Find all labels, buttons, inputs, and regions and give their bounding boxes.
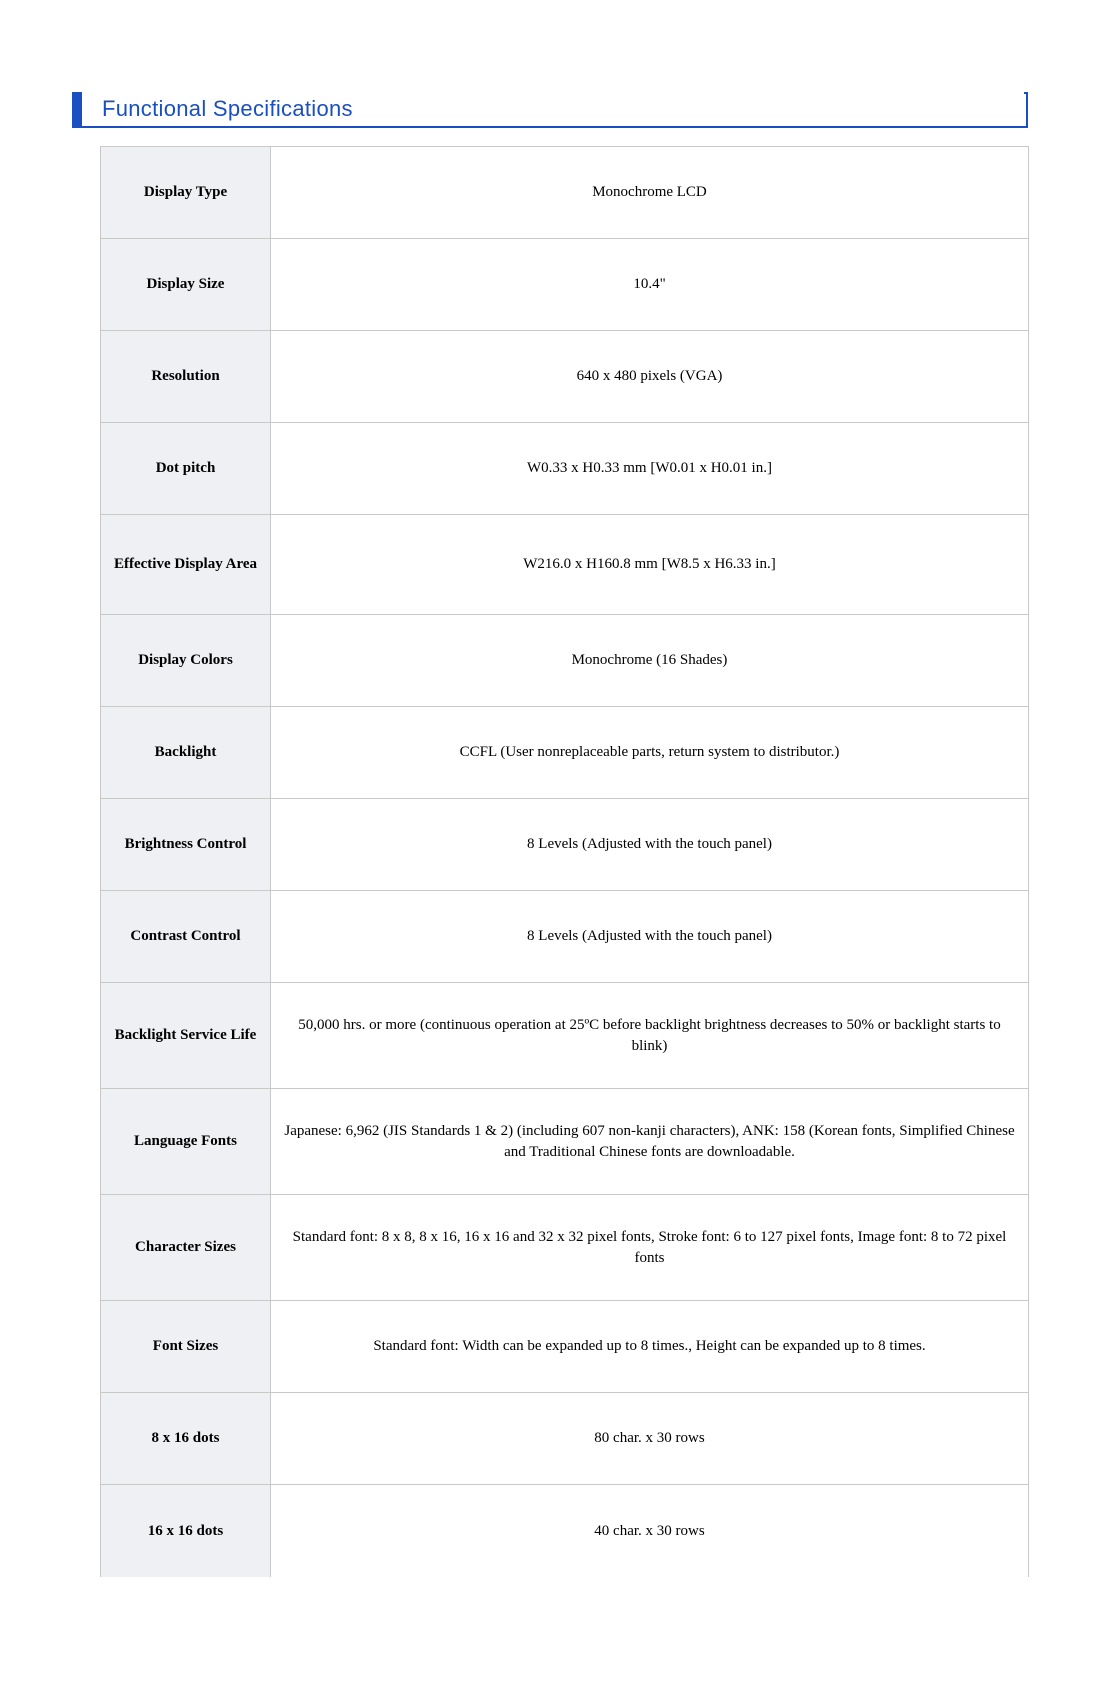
spec-value: Monochrome (16 Shades)	[271, 615, 1029, 707]
table-row: Display Type Monochrome LCD	[101, 147, 1029, 239]
spec-value: W0.33 x H0.33 mm [W0.01 x H0.01 in.]	[271, 423, 1029, 515]
spec-value: 8 Levels (Adjusted with the touch panel)	[271, 799, 1029, 891]
spec-value: Japanese: 6,962 (JIS Standards 1 & 2) (i…	[271, 1089, 1029, 1195]
heading-accent-bar	[72, 92, 82, 126]
table-row: Language Fonts Japanese: 6,962 (JIS Stan…	[101, 1089, 1029, 1195]
table-row: Backlight Service Life 50,000 hrs. or mo…	[101, 983, 1029, 1089]
spec-value: 640 x 480 pixels (VGA)	[271, 331, 1029, 423]
spec-value: W216.0 x H160.8 mm [W8.5 x H6.33 in.]	[271, 515, 1029, 615]
spec-value: 8 Levels (Adjusted with the touch panel)	[271, 891, 1029, 983]
spec-value: 80 char. x 30 rows	[271, 1393, 1029, 1485]
table-row: Contrast Control 8 Levels (Adjusted with…	[101, 891, 1029, 983]
spec-label: Backlight	[101, 707, 271, 799]
table-row: Brightness Control 8 Levels (Adjusted wi…	[101, 799, 1029, 891]
table-row: Display Colors Monochrome (16 Shades)	[101, 615, 1029, 707]
spec-label: Dot pitch	[101, 423, 271, 515]
table-row: Backlight CCFL (User nonreplaceable part…	[101, 707, 1029, 799]
table-row: 16 x 16 dots 40 char. x 30 rows	[101, 1485, 1029, 1577]
heading-end-cap	[1024, 92, 1028, 126]
spec-value: 50,000 hrs. or more (continuous operatio…	[271, 983, 1029, 1089]
section-heading-text: Functional Specifications	[82, 92, 1024, 126]
spec-label: Effective Display Area	[101, 515, 271, 615]
table-row: Display Size 10.4"	[101, 239, 1029, 331]
spec-label: 16 x 16 dots	[101, 1485, 271, 1577]
spec-label: Display Size	[101, 239, 271, 331]
spec-label: Language Fonts	[101, 1089, 271, 1195]
spec-table: Display Type Monochrome LCD Display Size…	[100, 146, 1029, 1577]
spec-value: Standard font: Width can be expanded up …	[271, 1301, 1029, 1393]
spec-label: 8 x 16 dots	[101, 1393, 271, 1485]
page: Functional Specifications Display Type M…	[0, 0, 1100, 1700]
spec-value: CCFL (User nonreplaceable parts, return …	[271, 707, 1029, 799]
section-heading: Functional Specifications	[72, 92, 1028, 128]
spec-value: 40 char. x 30 rows	[271, 1485, 1029, 1577]
spec-value: 10.4"	[271, 239, 1029, 331]
spec-label: Contrast Control	[101, 891, 271, 983]
spec-label: Resolution	[101, 331, 271, 423]
spec-label: Character Sizes	[101, 1195, 271, 1301]
table-row: Effective Display Area W216.0 x H160.8 m…	[101, 515, 1029, 615]
spec-label: Font Sizes	[101, 1301, 271, 1393]
table-row: Dot pitch W0.33 x H0.33 mm [W0.01 x H0.0…	[101, 423, 1029, 515]
table-row: Resolution 640 x 480 pixels (VGA)	[101, 331, 1029, 423]
spec-label: Display Type	[101, 147, 271, 239]
spec-label: Backlight Service Life	[101, 983, 271, 1089]
table-row: Character Sizes Standard font: 8 x 8, 8 …	[101, 1195, 1029, 1301]
spec-label: Display Colors	[101, 615, 271, 707]
table-row: Font Sizes Standard font: Width can be e…	[101, 1301, 1029, 1393]
table-row: 8 x 16 dots 80 char. x 30 rows	[101, 1393, 1029, 1485]
spec-value: Standard font: 8 x 8, 8 x 16, 16 x 16 an…	[271, 1195, 1029, 1301]
spec-value: Monochrome LCD	[271, 147, 1029, 239]
spec-label: Brightness Control	[101, 799, 271, 891]
